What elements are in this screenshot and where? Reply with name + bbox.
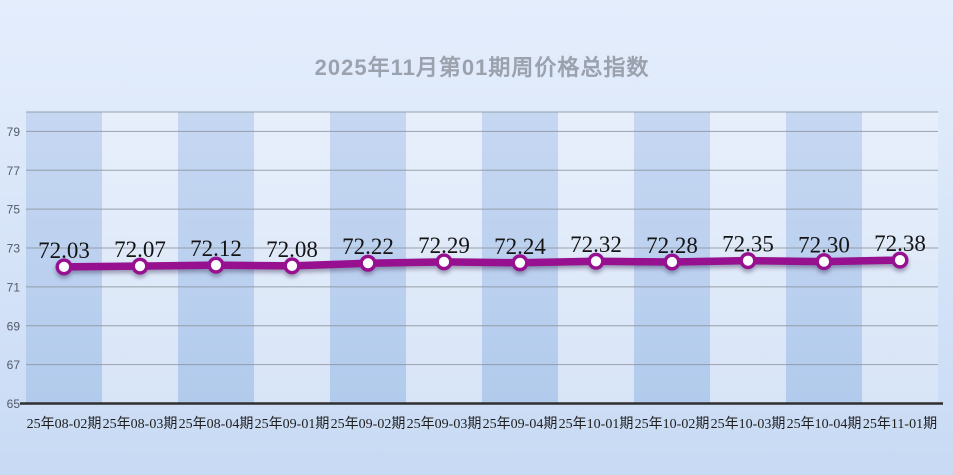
y-axis-tick-label: 67 <box>7 358 21 372</box>
data-point-marker[interactable] <box>815 253 833 271</box>
data-point-label: 72.07 <box>114 237 166 262</box>
y-axis-tick-label: 69 <box>7 319 21 333</box>
y-axis-tick-label: 79 <box>7 125 21 139</box>
data-point-marker[interactable] <box>131 257 149 275</box>
chart-title: 2025年11月第01期周价格总指数 <box>314 55 650 80</box>
y-axis-tick-label: 65 <box>7 397 21 411</box>
data-point-marker[interactable] <box>359 254 377 272</box>
x-axis-label: 25年08-03期 <box>103 416 178 432</box>
data-point-label: 72.22 <box>342 234 394 259</box>
x-axis-label: 25年11-01期 <box>863 416 937 432</box>
x-axis-label: 25年09-01期 <box>255 416 330 432</box>
data-point-marker[interactable] <box>283 257 301 275</box>
price-index-series <box>55 251 909 276</box>
data-point-label: 72.12 <box>190 236 242 261</box>
data-point-label: 72.29 <box>418 233 470 258</box>
data-point-label: 72.24 <box>494 234 546 259</box>
data-point-label: 72.35 <box>722 232 774 257</box>
x-axis-label: 25年10-01期 <box>559 416 634 432</box>
data-point-marker[interactable] <box>739 252 757 270</box>
y-axis-tick-label: 71 <box>7 280 21 294</box>
data-point-marker[interactable] <box>663 253 681 271</box>
data-point-marker[interactable] <box>587 252 605 270</box>
data-point-label: 72.30 <box>798 233 850 258</box>
data-point-label: 72.03 <box>38 238 90 263</box>
price-line <box>60 256 904 271</box>
x-axis-label: 25年09-04期 <box>483 416 558 432</box>
data-point-label: 72.32 <box>570 232 622 257</box>
y-axis-tick-label: 75 <box>7 203 21 217</box>
data-point-marker[interactable] <box>55 258 73 276</box>
plot-band <box>26 112 102 404</box>
x-axis-label: 25年10-04期 <box>787 416 862 432</box>
y-axis-tick-label: 73 <box>7 242 21 256</box>
x-axis-label: 25年09-02期 <box>331 416 406 432</box>
data-point-label: 72.08 <box>266 237 318 262</box>
x-axis-label: 25年10-02期 <box>635 416 710 432</box>
x-axis-label: 25年08-02期 <box>27 416 102 432</box>
data-point-label: 72.38 <box>874 231 926 256</box>
data-point-label: 72.28 <box>646 233 698 258</box>
y-axis-tick-label: 77 <box>7 164 21 178</box>
data-point-marker[interactable] <box>511 254 529 272</box>
x-axis-label: 25年08-04期 <box>179 416 254 432</box>
x-axis-label: 25年09-03期 <box>407 416 482 432</box>
x-axis-label: 25年10-03期 <box>711 416 786 432</box>
data-point-marker[interactable] <box>435 253 453 271</box>
data-point-marker[interactable] <box>891 251 909 269</box>
data-point-marker[interactable] <box>207 256 225 274</box>
